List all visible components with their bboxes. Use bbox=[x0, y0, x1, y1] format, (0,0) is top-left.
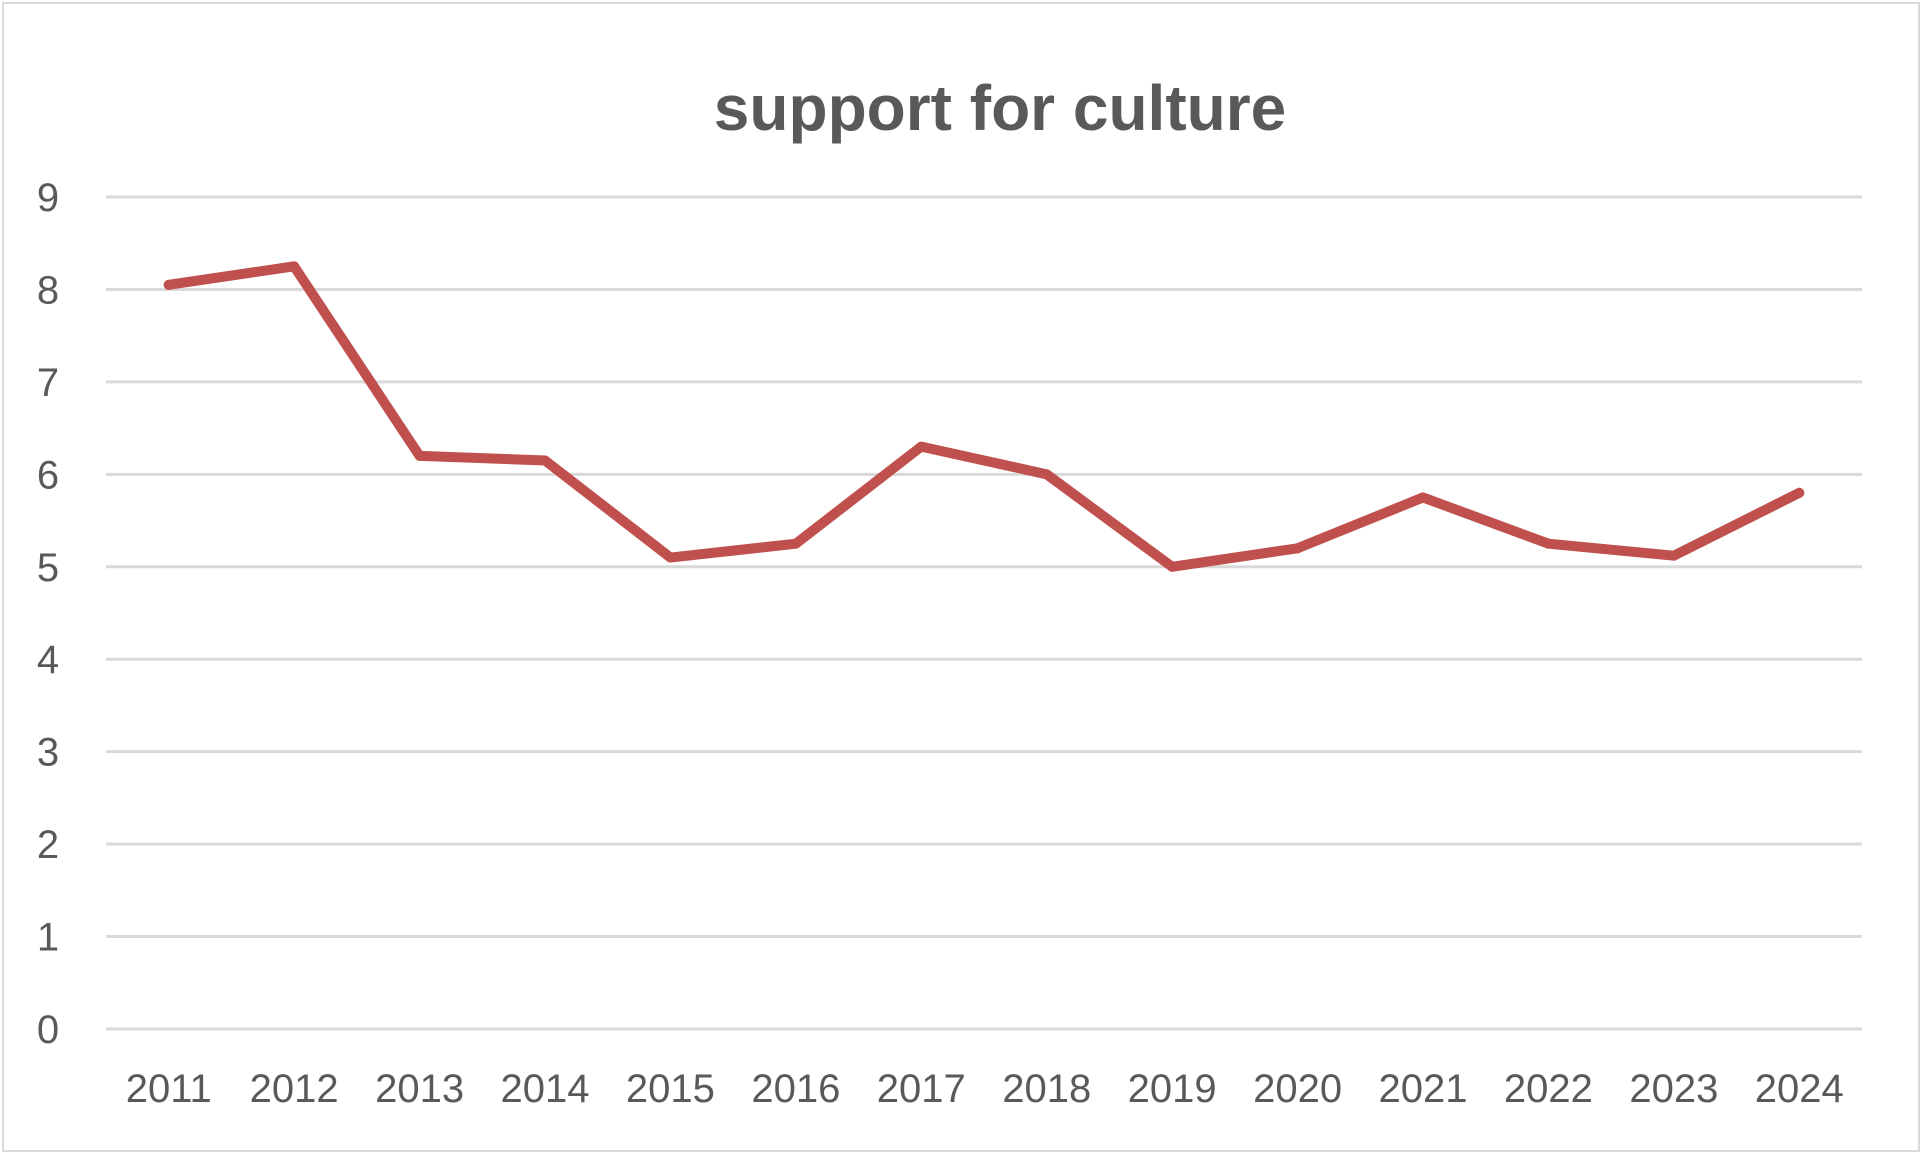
y-tick-label: 3 bbox=[37, 731, 59, 775]
data-point-2023 bbox=[1668, 550, 1679, 561]
x-tick-label: 2014 bbox=[501, 1067, 590, 1111]
series-line bbox=[163, 261, 1805, 572]
data-point-2020 bbox=[1292, 543, 1303, 554]
y-tick-label: 6 bbox=[37, 453, 59, 497]
y-tick-label: 7 bbox=[37, 361, 59, 405]
data-point-2011 bbox=[163, 279, 174, 290]
gridlines bbox=[106, 195, 1862, 1031]
y-tick-label: 9 bbox=[37, 176, 59, 220]
y-tick-label: 1 bbox=[37, 916, 59, 960]
data-point-2012 bbox=[289, 261, 300, 272]
data-point-2019 bbox=[1167, 561, 1178, 572]
y-axis-ticks: 0 1 2 3 4 5 6 7 8 9 bbox=[37, 176, 59, 1052]
x-tick-label: 2015 bbox=[626, 1067, 715, 1111]
x-tick-label: 2013 bbox=[375, 1067, 464, 1111]
x-tick-label: 2012 bbox=[250, 1067, 339, 1111]
x-tick-label: 2021 bbox=[1379, 1067, 1468, 1111]
x-tick-label: 2023 bbox=[1629, 1067, 1718, 1111]
x-tick-label: 2017 bbox=[877, 1067, 966, 1111]
data-point-2017 bbox=[916, 441, 927, 452]
y-tick-label: 5 bbox=[37, 546, 59, 590]
chart-title: support for culture bbox=[714, 72, 1286, 144]
x-tick-label: 2024 bbox=[1755, 1067, 1844, 1111]
data-point-2013 bbox=[414, 450, 425, 461]
y-tick-label: 2 bbox=[37, 823, 59, 867]
x-tick-label: 2020 bbox=[1253, 1067, 1342, 1111]
series-layer bbox=[163, 261, 1805, 572]
x-axis-ticks: 2011 2012 2013 2014 2015 2016 2017 2018 2019 2020… bbox=[126, 1067, 1844, 1111]
x-tick-label: 2016 bbox=[751, 1067, 840, 1111]
y-tick-label: 0 bbox=[37, 1008, 59, 1052]
y-tick-label: 4 bbox=[37, 638, 59, 682]
data-point-2014 bbox=[540, 455, 550, 466]
y-tick-label: 8 bbox=[37, 268, 59, 312]
data-point-2015 bbox=[665, 552, 676, 563]
x-tick-label: 2018 bbox=[1002, 1067, 1091, 1111]
data-point-2024 bbox=[1794, 487, 1805, 498]
data-point-2022 bbox=[1543, 538, 1554, 549]
x-tick-label: 2022 bbox=[1504, 1067, 1593, 1111]
data-point-2018 bbox=[1041, 469, 1052, 480]
x-tick-label: 2019 bbox=[1128, 1067, 1217, 1111]
data-point-2021 bbox=[1418, 492, 1428, 503]
data-point-2016 bbox=[790, 538, 801, 549]
x-tick-label: 2011 bbox=[126, 1067, 212, 1111]
